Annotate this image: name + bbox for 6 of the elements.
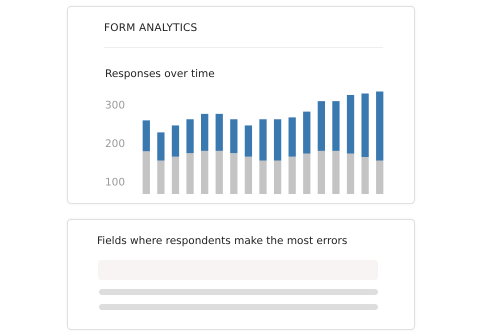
y-tick-label: 100 [104, 176, 125, 188]
chart-subtitle: Responses over time [105, 68, 215, 80]
y-tick-label: 300 [104, 99, 125, 112]
text: Fields where respondents make the most errors [97, 235, 348, 247]
y-tick-label: 200 [104, 138, 125, 150]
chart-title: FORM ANALYTICS [104, 22, 198, 34]
